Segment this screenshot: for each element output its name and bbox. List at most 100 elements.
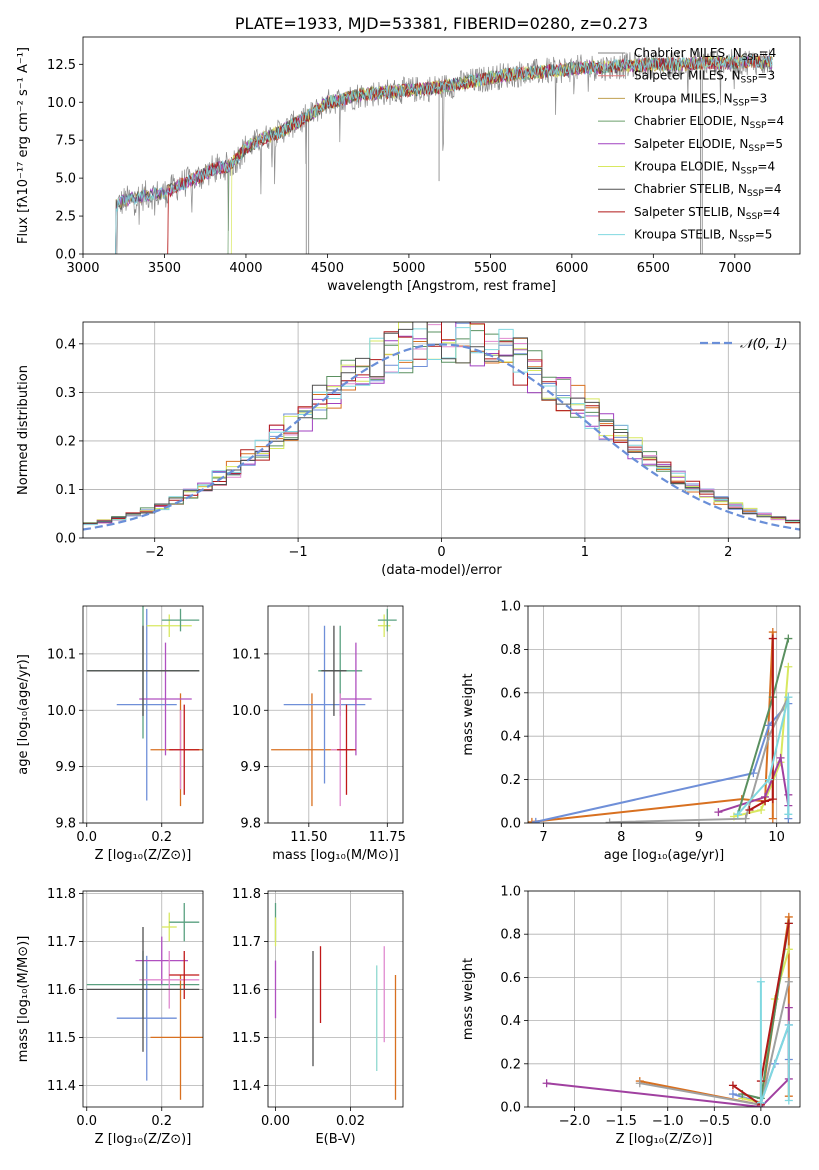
y-tick-label: 0.8 xyxy=(500,643,521,658)
legend-label-sub: SSP xyxy=(750,121,767,131)
legend-label: Salpeter MILES, NSSP=3 xyxy=(634,69,775,86)
panel-mass-vs-Z: 0.0 0.2 11.4 11.5 11.6 11.7 11.8 Z [log₁₀(Z/Z⊙)… xyxy=(16,887,204,1147)
y-tick-label: 0.2 xyxy=(500,1057,521,1072)
x-tick-label: 6500 xyxy=(637,261,670,276)
error-bar-point xyxy=(169,704,200,795)
weight-marker xyxy=(728,1081,737,1090)
plot-area xyxy=(86,606,203,807)
error-bar-point xyxy=(283,625,366,784)
weight-marker xyxy=(784,1003,793,1012)
panel-residuals: −2 −1 0 1 2 0.0 0.1 0.2 0.3 0.4 𝒩(0, 1) (data-model… xyxy=(16,321,801,578)
axes-frame xyxy=(267,890,404,1108)
x-tick-label: 0.0 xyxy=(751,1114,772,1129)
y-tick-label: 0.3 xyxy=(55,386,76,401)
y-axis-label: mass weight xyxy=(461,958,476,1040)
y-tick-label: 5.0 xyxy=(55,172,76,187)
x-tick-label: 0.0 xyxy=(76,830,97,845)
legend-label-main: Kroupa STELIB, N xyxy=(634,228,738,242)
gridlines xyxy=(268,891,403,1107)
y-tick-label: 0.0 xyxy=(55,248,76,263)
axes-frame xyxy=(527,890,801,1108)
legend-label-tail: =4 xyxy=(759,46,777,60)
y-tick-label: 10.0 xyxy=(47,704,76,719)
x-axis-label: E(B-V) xyxy=(315,1132,355,1147)
plot-area xyxy=(274,903,397,1100)
gridlines xyxy=(528,890,800,1108)
legend-label: Kroupa MILES, NSSP=3 xyxy=(634,91,767,108)
y-tick-label: 11.6 xyxy=(47,983,76,998)
x-tick-label: 10 xyxy=(768,830,785,845)
error-bar-point xyxy=(169,903,200,942)
y-tick-label: 9.8 xyxy=(240,817,261,832)
x-axis-label: mass [log₁₀(M/M⊙)] xyxy=(272,848,399,863)
normal-curve xyxy=(83,343,800,531)
y-tick-label: 0.1 xyxy=(55,483,76,498)
y-tick-label: 10.0 xyxy=(47,96,76,111)
weight-marker xyxy=(768,795,777,804)
panel-mass-vs-EBV: 0.00 0.02 11.4 11.5 11.6 11.7 11.8 E(B-V) xyxy=(232,887,404,1147)
weight-marker xyxy=(605,818,614,823)
y-tick-label: 2.5 xyxy=(55,210,76,225)
y-tick-label: 0.6 xyxy=(500,686,521,701)
y-tick-label: 1.0 xyxy=(500,600,521,615)
legend-label-main: Kroupa MILES, N xyxy=(634,91,733,105)
axes-frame xyxy=(82,605,204,824)
x-tick-label: −0.5 xyxy=(699,1114,731,1129)
weight-marker xyxy=(784,945,793,954)
y-tick-label: 0.2 xyxy=(55,434,76,449)
panel-massweight-vs-Z: −2.0 −1.5 −1.0 −0.5 0.0 0.0 0.2 0.4 0.6 0.8 1.0 Z [… xyxy=(461,885,801,1147)
weight-marker xyxy=(784,977,793,986)
weight-marker xyxy=(768,634,777,643)
y-tick-label: 7.5 xyxy=(55,134,76,149)
y-axis-label: Normed distribution xyxy=(16,365,31,495)
y-tick-label: 11.5 xyxy=(232,1031,261,1046)
weight-line xyxy=(749,638,774,811)
weight-marker xyxy=(531,817,540,823)
legend-label: Chabrier STELIB, NSSP=4 xyxy=(634,182,782,199)
y-axis-label: mass [log₁₀(M/M⊙)] xyxy=(16,936,31,1063)
x-axis-label: (data-model)/error xyxy=(381,563,502,578)
legend-label-sub: SSP xyxy=(738,235,755,245)
weight-line xyxy=(531,631,774,823)
error-bar-point xyxy=(135,936,188,985)
x-tick-label: 5000 xyxy=(392,261,425,276)
y-tick-label: 11.7 xyxy=(47,935,76,950)
legend-label: Kroupa ELODIE, NSSP=4 xyxy=(634,160,775,177)
weight-marker xyxy=(756,1098,765,1107)
error-bar-point xyxy=(116,608,177,801)
y-tick-label: 11.4 xyxy=(232,1079,261,1094)
legend-label-main: Chabrier MILES, N xyxy=(634,46,742,60)
model-spectrum xyxy=(115,55,773,254)
y-tick-label: 11.7 xyxy=(232,935,261,950)
x-tick-label: −2 xyxy=(145,545,164,560)
x-tick-label: 3500 xyxy=(148,261,181,276)
weight-marker xyxy=(784,810,793,819)
weight-marker xyxy=(714,808,723,817)
weight-marker xyxy=(756,977,765,986)
x-tick-label: 4000 xyxy=(229,261,262,276)
y-tick-label: 11.4 xyxy=(47,1079,76,1094)
y-tick-label: 9.9 xyxy=(240,760,261,775)
panel-massweight-vs-age: 7 8 9 10 0.0 0.2 0.4 0.6 0.8 1.0 age [log₁₀(age/yr… xyxy=(461,600,801,863)
x-tick-label: −1 xyxy=(289,545,308,560)
x-axis-label: age [log₁₀(age/yr)] xyxy=(604,848,725,863)
weight-marker xyxy=(635,1079,644,1088)
legend-label-tail: =4 xyxy=(764,182,782,196)
legend-label-main: Chabrier STELIB, N xyxy=(634,182,747,196)
legend-label-tail: =4 xyxy=(766,114,784,128)
x-tick-label: 4500 xyxy=(311,261,344,276)
x-tick-label: 7000 xyxy=(718,261,751,276)
y-tick-label: 1.0 xyxy=(500,885,521,900)
weight-marker xyxy=(745,805,754,814)
x-tick-label: 1 xyxy=(581,545,589,560)
weight-marker xyxy=(741,814,750,823)
weight-marker xyxy=(728,1090,737,1099)
legend-label-sub: SSP xyxy=(747,189,764,199)
panel-age-vs-mass: 11.50 11.75 9.8 9.9 10.0 10.1 mass [log₁₀(M/M⊙… xyxy=(232,605,406,863)
x-tick-label: 6000 xyxy=(555,261,588,276)
legend-label: 𝒩(0, 1) xyxy=(740,337,787,352)
y-axis-label: mass weight xyxy=(461,673,476,755)
y-axis-label: Flux [fλ10⁻¹⁷ erg cm⁻² s⁻¹ A⁻¹] xyxy=(16,47,31,244)
y-tick-label: 9.8 xyxy=(55,817,76,832)
y-tick-label: 10.1 xyxy=(232,647,261,662)
